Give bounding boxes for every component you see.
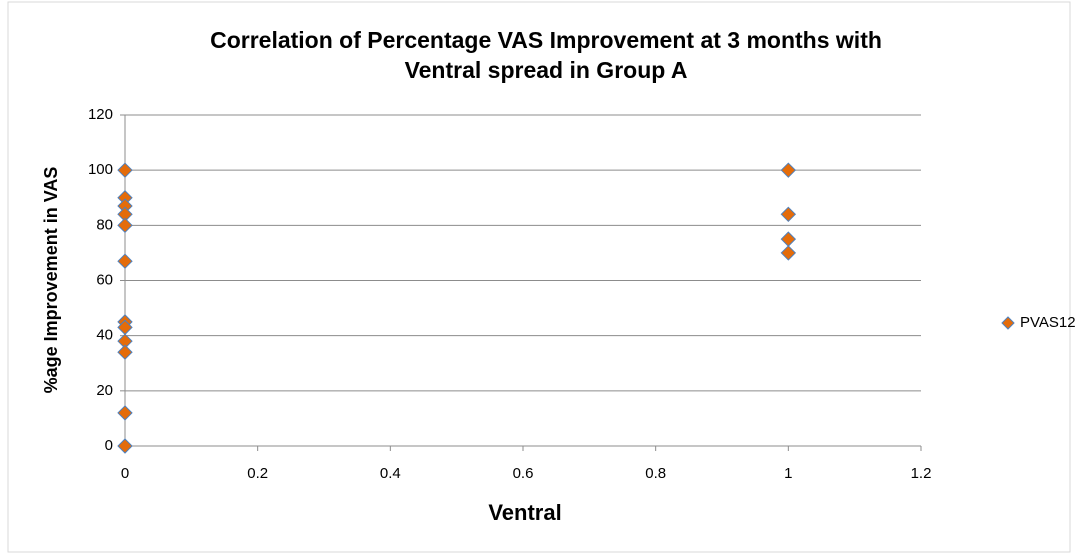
x-tick-label: 0.8 xyxy=(645,465,666,482)
point xyxy=(117,405,133,421)
y-axis-label: %age Improvement in VAS xyxy=(41,167,61,394)
point xyxy=(117,217,133,234)
legend-label: PVAS12 xyxy=(1020,314,1076,331)
point xyxy=(780,206,797,223)
point xyxy=(780,162,797,178)
x-tick-label: 0 xyxy=(121,465,129,482)
x-tick-label: 1 xyxy=(784,465,792,482)
x-tick-label: 0.6 xyxy=(513,465,534,482)
chart-title: Ventral spread in Group A xyxy=(405,57,688,83)
chart-border xyxy=(7,1,1071,553)
y-tick-label: 80 xyxy=(96,216,113,233)
legend-marker xyxy=(1001,316,1015,330)
point xyxy=(780,245,797,261)
point xyxy=(117,344,133,360)
y-tick-label: 0 xyxy=(105,437,113,454)
y-tick-label: 60 xyxy=(96,271,113,288)
chart-title: Correlation of Percentage VAS Improvemen… xyxy=(210,27,882,53)
x-tick-label: 1.2 xyxy=(911,465,932,482)
y-tick-label: 40 xyxy=(96,327,113,344)
y-tick-label: 120 xyxy=(88,106,113,123)
x-tick-label: 0.2 xyxy=(247,465,268,482)
y-tick-label: 100 xyxy=(88,161,113,178)
x-tick-label: 0.4 xyxy=(380,465,401,482)
point xyxy=(117,438,133,454)
point xyxy=(117,253,133,269)
y-tick-label: 20 xyxy=(96,382,113,399)
point xyxy=(117,162,133,178)
x-axis-label: Ventral xyxy=(488,500,561,525)
